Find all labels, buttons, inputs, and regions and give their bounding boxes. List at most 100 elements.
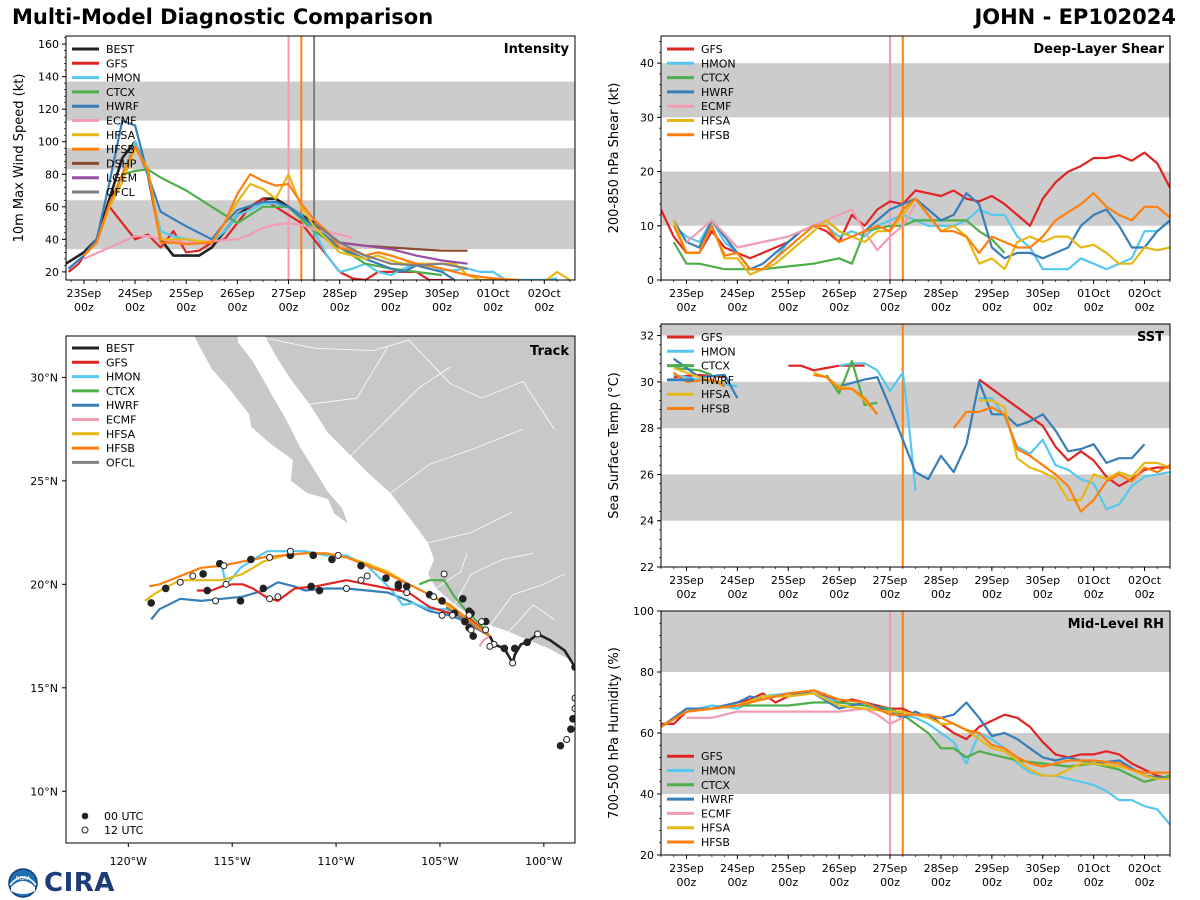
svg-text:NOAA: NOAA bbox=[16, 876, 31, 882]
state-border bbox=[508, 604, 555, 633]
legend-label-hfsb: HFSB bbox=[701, 403, 730, 416]
legend-label-ctcx: CTCX bbox=[106, 385, 135, 398]
y-tick-label: 28 bbox=[640, 422, 654, 435]
position-marker-00utc bbox=[438, 597, 446, 605]
series-line-gfs bbox=[67, 197, 455, 280]
position-marker-12utc bbox=[509, 659, 517, 667]
position-marker-00utc bbox=[567, 725, 575, 733]
x-tick-label: 26Sep bbox=[822, 574, 857, 587]
legend-label-ctcx: CTCX bbox=[106, 86, 135, 99]
series-line-ctcx bbox=[673, 366, 713, 376]
x-tick-label: 28Sep bbox=[924, 574, 959, 587]
y-tick-label: 32 bbox=[640, 330, 654, 343]
state-border bbox=[427, 511, 513, 544]
latitude-label: 20°N bbox=[30, 578, 58, 591]
x-tick-label-hour: 00z bbox=[931, 588, 951, 601]
series-line-hfsb bbox=[813, 373, 879, 415]
x-tick-label: 30Sep bbox=[1025, 862, 1060, 875]
y-tick-label: 60 bbox=[45, 201, 59, 214]
y-tick-label: 40 bbox=[640, 788, 654, 801]
position-marker-12utc bbox=[220, 562, 228, 570]
y-tick-label: 80 bbox=[640, 666, 654, 679]
cira-logo-text: CIRA bbox=[44, 868, 115, 898]
x-tick-label-hour: 00z bbox=[982, 876, 1002, 889]
legend-label-ofcl: OFCL bbox=[106, 186, 136, 199]
x-tick-label-hour: 00z bbox=[1033, 588, 1053, 601]
state-border bbox=[435, 553, 468, 589]
x-tick-label: 23Sep bbox=[669, 574, 704, 587]
x-tick-label-hour: 00z bbox=[1135, 876, 1155, 889]
x-tick-label-hour: 00z bbox=[982, 301, 1002, 314]
x-tick-label-hour: 00z bbox=[534, 301, 554, 314]
legend-label-dshp: DSHP bbox=[106, 157, 137, 170]
x-tick-label-hour: 00z bbox=[931, 876, 951, 889]
legend-label-hmon: HMON bbox=[701, 765, 736, 778]
legend-label-ctcx: CTCX bbox=[701, 779, 730, 792]
position-marker-12utc bbox=[357, 576, 365, 584]
legend-label-gfs: GFS bbox=[701, 43, 723, 56]
y-tick-label: 40 bbox=[640, 57, 654, 70]
y-tick-label: 0 bbox=[647, 274, 654, 287]
position-marker-00utc bbox=[147, 599, 155, 607]
position-marker-12utc bbox=[448, 611, 456, 619]
x-tick-label: 30Sep bbox=[425, 287, 460, 300]
x-tick-label: 27Sep bbox=[271, 287, 306, 300]
threshold-band bbox=[66, 148, 575, 170]
y-tick-label: 160 bbox=[38, 38, 59, 51]
position-marker-12utc bbox=[438, 611, 446, 619]
legend-label-hwrf: HWRF bbox=[701, 86, 734, 99]
series-line-hfsb bbox=[672, 192, 1170, 271]
legend-label-best: BEST bbox=[106, 342, 134, 355]
position-marker-12utc bbox=[534, 630, 542, 638]
series-line-ofcl bbox=[313, 222, 468, 270]
position-marker-12utc bbox=[363, 572, 371, 580]
legend-label-gfs: GFS bbox=[701, 331, 723, 344]
track-line-gfs bbox=[196, 579, 491, 637]
state-border bbox=[309, 346, 389, 405]
x-tick-label: 25Sep bbox=[169, 287, 204, 300]
y-tick-label: 26 bbox=[640, 468, 654, 481]
y-tick-label: 10 bbox=[640, 220, 654, 233]
x-tick-label: 27Sep bbox=[873, 287, 908, 300]
threshold-band bbox=[661, 63, 1170, 118]
position-marker-12utc bbox=[189, 572, 197, 580]
legend-label-hwrf: HWRF bbox=[701, 374, 734, 387]
y-tick-label: 120 bbox=[38, 103, 59, 116]
series-line-ctcx bbox=[672, 219, 1006, 271]
x-tick-label-hour: 00z bbox=[829, 588, 849, 601]
threshold-band bbox=[661, 324, 1170, 336]
page-title: Multi-Model Diagnostic Comparison bbox=[12, 5, 434, 29]
position-marker-00utc bbox=[500, 644, 509, 653]
position-marker-00utc bbox=[461, 617, 469, 626]
position-marker-12utc bbox=[334, 551, 342, 559]
y-tick-label: 20 bbox=[640, 166, 654, 179]
x-tick-label: 28Sep bbox=[322, 287, 357, 300]
y-axis-label: 200-850 hPa Shear (kt) bbox=[607, 83, 622, 234]
legend-label-hwrf: HWRF bbox=[106, 399, 139, 412]
position-marker-12utc bbox=[342, 584, 350, 592]
position-marker-00utc bbox=[556, 741, 565, 750]
x-tick-label: 26Sep bbox=[220, 287, 255, 300]
x-tick-label: 28Sep bbox=[924, 287, 959, 300]
legend-label-ecmf: ECMF bbox=[701, 807, 731, 820]
threshold-band bbox=[66, 81, 575, 121]
x-tick-label: 29Sep bbox=[974, 574, 1009, 587]
x-tick-label-hour: 00z bbox=[176, 301, 196, 314]
series-line-hfsb bbox=[952, 406, 1170, 513]
x-tick-label-hour: 00z bbox=[982, 588, 1002, 601]
storm-id-title: JOHN - EP102024 bbox=[974, 5, 1176, 29]
position-marker-12utc bbox=[222, 580, 230, 588]
legend-label-ecmf: ECMF bbox=[106, 115, 136, 128]
x-tick-label-hour: 00z bbox=[279, 301, 299, 314]
x-tick-label-hour: 00z bbox=[74, 301, 94, 314]
position-marker-00utc bbox=[469, 632, 478, 640]
x-tick-label: 02Oct bbox=[1128, 574, 1162, 587]
x-tick-label: 23Sep bbox=[669, 862, 704, 875]
position-marker-00utc bbox=[307, 582, 315, 591]
position-marker-00utc bbox=[523, 638, 532, 647]
series-line-hfsb bbox=[673, 371, 726, 388]
x-tick-label: 01Oct bbox=[1077, 287, 1111, 300]
track-line-ctcx bbox=[418, 579, 491, 637]
state-border bbox=[265, 337, 555, 430]
position-marker-12utc bbox=[482, 626, 490, 634]
